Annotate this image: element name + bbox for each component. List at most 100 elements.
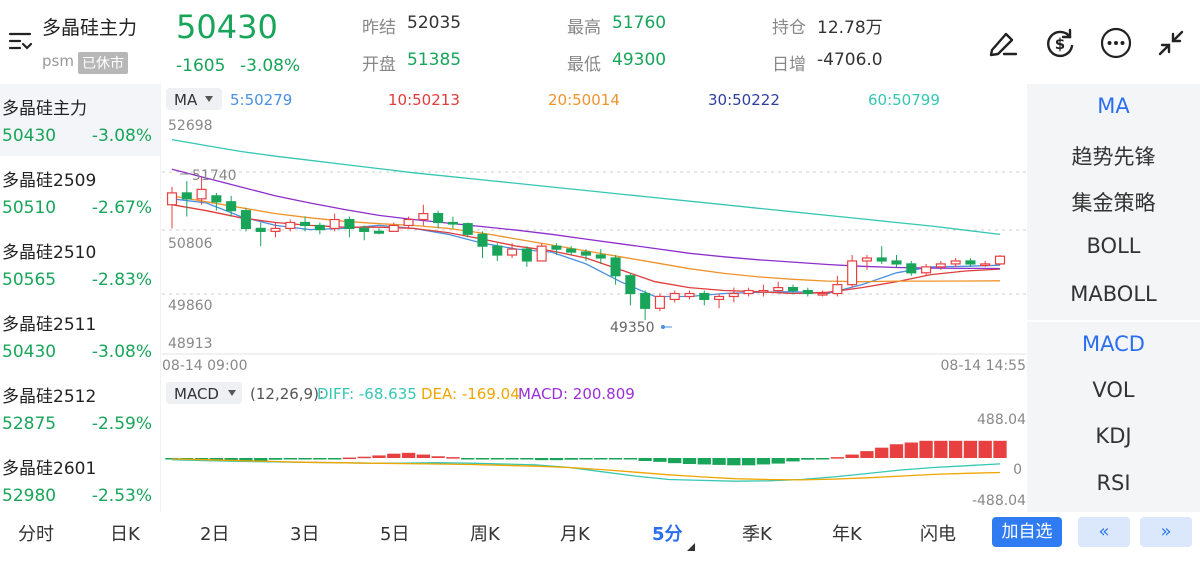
filter-list-icon[interactable] xyxy=(8,30,34,56)
indicator-ma[interactable]: MA xyxy=(1097,94,1130,118)
macd-bar xyxy=(771,458,785,464)
macd-bar xyxy=(993,440,1007,458)
macd-bar xyxy=(594,458,608,460)
macd-bar xyxy=(520,458,534,460)
tab-day-k[interactable]: 日K xyxy=(110,524,140,545)
candle-body xyxy=(344,218,355,230)
list-item-name: 多晶硅2510 xyxy=(2,243,97,263)
tab-flash[interactable]: 闪电 xyxy=(920,524,956,545)
more-icon[interactable] xyxy=(1099,26,1133,64)
tab-quarter-k[interactable]: 季K xyxy=(742,524,772,545)
ma60-value: 60:50799 xyxy=(868,91,940,109)
ma5-value: 5:50279 xyxy=(230,91,292,109)
indicator-fund-strategy[interactable]: 集金策略 xyxy=(1071,191,1156,215)
tab-timeshare[interactable]: 分时 xyxy=(18,524,54,545)
candle-body xyxy=(566,248,577,253)
list-item-price: 50430 xyxy=(2,342,57,362)
candle-body xyxy=(580,251,592,256)
tab-week-k[interactable]: 周K xyxy=(470,524,500,545)
indicator-rsi[interactable]: RSI xyxy=(1096,471,1131,495)
ma10-value: 10:50213 xyxy=(388,91,460,109)
macd-bar xyxy=(638,458,652,462)
edit-pen-icon[interactable] xyxy=(986,26,1020,64)
tab-2day[interactable]: 2日 xyxy=(200,524,230,545)
candle-body xyxy=(433,213,444,224)
macd-bar xyxy=(283,458,297,460)
stat-value-low: 49300 xyxy=(612,50,667,70)
list-item[interactable]: 多晶硅2509 50510 -2.67% xyxy=(0,156,160,228)
collapse-icon[interactable] xyxy=(1154,26,1188,64)
ma-legend: MA 5:50279 10:50213 20:50014 30:50222 60… xyxy=(166,88,940,110)
macd-bar xyxy=(579,458,593,460)
candle-body xyxy=(935,263,946,268)
candle-body xyxy=(728,292,739,298)
candle-body xyxy=(285,221,296,230)
macd-selector-label: MACD xyxy=(174,385,219,403)
tab-5day[interactable]: 5日 xyxy=(380,524,410,545)
list-item-price: 50430 xyxy=(2,126,57,146)
macd-bar xyxy=(387,453,401,458)
macd-histogram xyxy=(165,440,1007,466)
stat-value-prev-settle: 52035 xyxy=(407,13,462,33)
list-item-pct: -3.08% xyxy=(91,342,152,362)
list-item[interactable]: 多晶硅2512 52875 -2.59% xyxy=(0,372,160,444)
candle-body xyxy=(255,227,266,232)
price-tick-top: 52698 xyxy=(168,118,213,134)
price-tick-bottom: 48913 xyxy=(168,336,213,352)
indicator-boll[interactable]: BOLL xyxy=(1086,234,1141,258)
kline-chart[interactable]: MA 5:50279 10:50213 20:50014 30:50222 60… xyxy=(160,84,1027,512)
ma-line-ma60 xyxy=(171,138,1001,236)
candle-body xyxy=(388,224,399,232)
candle-body xyxy=(240,210,251,230)
list-item[interactable]: 多晶硅2601 52980 -2.53% xyxy=(0,444,160,512)
dropdown-triangle-icon xyxy=(205,96,213,102)
macd-bar xyxy=(342,457,357,460)
macd-bar xyxy=(431,456,445,458)
time-axis-start: 08-14 09:00 xyxy=(162,358,247,374)
list-item[interactable]: 多晶硅2510 50565 -2.83% xyxy=(0,228,160,300)
tab-month-k[interactable]: 月K xyxy=(560,524,590,545)
macd-bar xyxy=(534,458,549,461)
candle-body xyxy=(699,292,710,301)
tab-3day[interactable]: 3日 xyxy=(290,524,320,545)
indicator-kdj[interactable]: KDJ xyxy=(1095,424,1132,448)
candle-body xyxy=(669,292,680,301)
macd-axis-zero: 0 xyxy=(1013,462,1022,478)
list-item[interactable]: 多晶硅2511 50430 -3.08% xyxy=(0,300,160,372)
low-annotation: 49350 xyxy=(610,320,672,336)
price-change-pct: -3.08% xyxy=(240,56,301,76)
tab-year-k[interactable]: 年K xyxy=(832,524,862,545)
indicator-maboll[interactable]: MABOLL xyxy=(1070,282,1157,306)
indicator-trend-pioneer[interactable]: 趋势先锋 xyxy=(1071,145,1156,169)
macd-hist-value: MACD: 200.809 xyxy=(518,385,635,403)
candle-body xyxy=(758,289,769,293)
macd-bar xyxy=(978,440,992,458)
prev-button[interactable]: « xyxy=(1078,517,1130,547)
list-item[interactable]: 多晶硅主力 50430 -3.08% xyxy=(0,84,160,156)
macd-selector-button[interactable] xyxy=(166,382,242,404)
macd-bar xyxy=(860,451,874,458)
candle-body xyxy=(314,224,325,231)
macd-bar xyxy=(875,447,889,458)
macd-bar xyxy=(165,458,179,460)
candle-body xyxy=(536,245,547,262)
indicator-macd[interactable]: MACD xyxy=(1082,332,1145,356)
indicator-vol[interactable]: VOL xyxy=(1092,378,1135,402)
candle-body xyxy=(654,295,665,309)
next-button[interactable]: » xyxy=(1140,517,1192,547)
macd-bar xyxy=(653,458,667,462)
macd-bar xyxy=(327,458,342,460)
dropdown-triangle-icon xyxy=(228,390,236,396)
dollar-refresh-icon[interactable]: $ xyxy=(1043,26,1077,64)
candle-body xyxy=(640,292,651,309)
candle-body xyxy=(226,201,237,212)
macd-bar xyxy=(919,440,933,458)
candle-body xyxy=(625,275,636,295)
macd-bar xyxy=(357,456,371,459)
ma-selector-button[interactable] xyxy=(166,88,222,110)
macd-bar xyxy=(194,458,209,460)
tab-5min-dropdown-icon[interactable] xyxy=(687,536,695,555)
add-watchlist-button[interactable]: 加自选 xyxy=(992,517,1062,547)
tab-5min[interactable]: 5分 xyxy=(652,524,683,545)
ma20-value: 20:50014 xyxy=(548,91,620,109)
